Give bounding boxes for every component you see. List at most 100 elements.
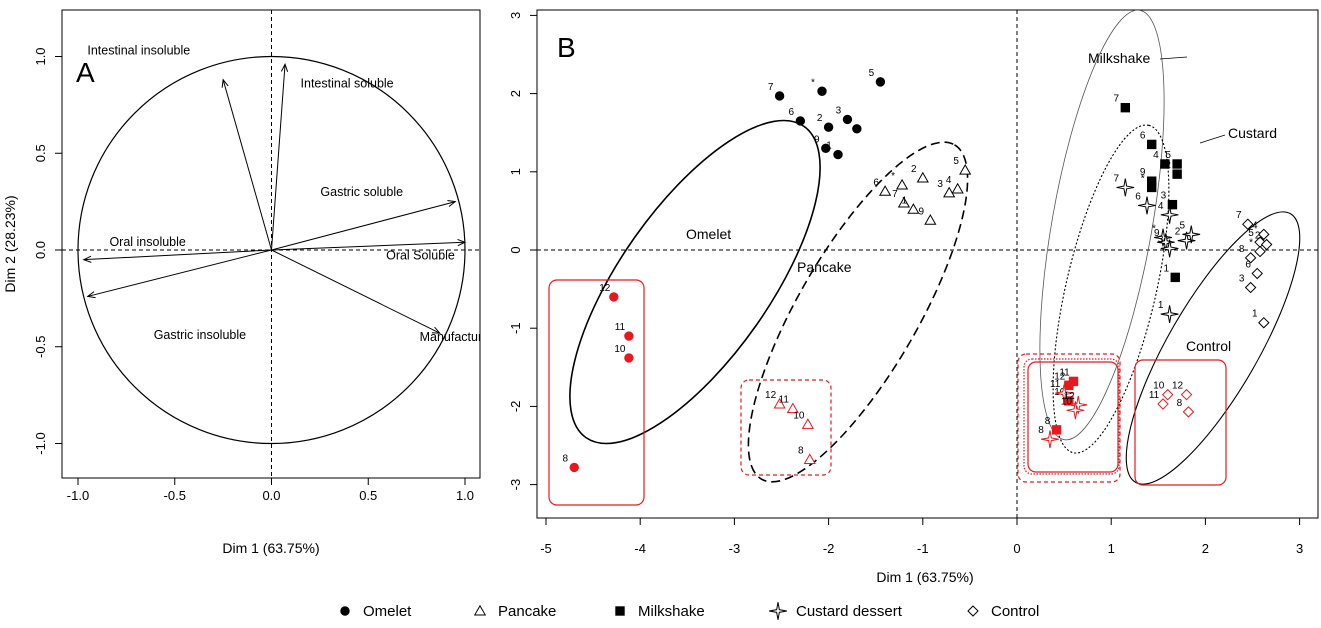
variable-label: Intestinal insoluble — [87, 44, 190, 58]
data-point — [569, 462, 579, 473]
point-label: 9 — [1140, 167, 1146, 178]
data-point — [1244, 252, 1257, 264]
panel-a: A Dim 1 (63.75%) Dim 2 (28.23%) -1.0 -0.5… — [2, 9, 499, 556]
data-point — [1147, 139, 1157, 150]
confidence-ellipse — [747, 141, 969, 483]
point-label: 1 — [1158, 300, 1164, 311]
data-point — [1251, 267, 1263, 280]
data-point — [803, 453, 816, 465]
variable-label: Manufacturing — [420, 330, 499, 344]
data-point — [1172, 159, 1182, 169]
point-label: 8 — [1038, 425, 1044, 436]
data-point — [1157, 398, 1169, 410]
data-point — [1051, 425, 1062, 435]
group-label: Pancake — [797, 259, 852, 275]
legend-label: Pancake — [498, 603, 556, 620]
panel-b-frame — [536, 9, 1319, 519]
point-label: 1 — [826, 141, 832, 152]
point-label: 9 — [1154, 228, 1160, 239]
panel-a-plot-area: Intestinal insoluble Intestinal soluble Ga… — [62, 10, 499, 478]
arrow-head-icon — [280, 62, 289, 72]
data-point — [951, 182, 964, 194]
x-tick-label: 3 — [1296, 541, 1303, 556]
data-point — [1242, 218, 1254, 230]
highlight-box — [1027, 361, 1119, 473]
point-label: 4 — [1252, 220, 1258, 231]
data-point — [959, 163, 972, 175]
point-label: * — [811, 77, 815, 88]
legend-label: Control — [991, 603, 1039, 620]
point-label: 2 — [817, 113, 823, 124]
y-tick-label: 1 — [508, 168, 523, 175]
point-label: 7 — [892, 189, 898, 200]
x-tick-label: -3 — [729, 541, 741, 556]
data-point — [801, 418, 814, 429]
data-point — [879, 185, 892, 196]
loading-arrow — [87, 249, 272, 297]
loading-arrow — [271, 64, 286, 251]
data-point — [1041, 430, 1059, 449]
panel-a-label: A — [76, 57, 95, 88]
point-label: 1 — [1252, 309, 1258, 320]
point-label: 4 — [1158, 201, 1164, 212]
data-point — [821, 143, 831, 154]
correlation-circle — [77, 55, 466, 445]
data-point — [1172, 169, 1182, 179]
point-label: 10 — [793, 410, 805, 421]
data-point — [924, 214, 937, 225]
point-label: 8 — [798, 446, 804, 457]
point-label: 6 — [1135, 191, 1141, 202]
data-point — [1066, 401, 1085, 420]
point-label: 12 — [599, 283, 611, 294]
point-label: 10 — [1061, 396, 1073, 407]
x-tick-label: 1.0 — [456, 488, 474, 503]
point-label: 9 — [814, 134, 820, 145]
point-label: 8 — [1045, 416, 1051, 427]
point-label: 4 — [946, 175, 952, 186]
legend-marker — [473, 604, 487, 616]
x-tick-label: -4 — [634, 541, 646, 556]
data-point — [774, 91, 785, 101]
x-tick-label: -2 — [823, 541, 835, 556]
confidence-ellipse — [1125, 211, 1301, 485]
point-label: 2 — [1175, 227, 1181, 238]
point-label: 7 — [1114, 173, 1120, 184]
panel-b: B Dim 1 (63.75%) -5 -4 -3 -2 -1 0 1 2 3 -3-2-101… — [508, 9, 1319, 585]
x-tick-label: 0.5 — [359, 488, 377, 503]
point-label: 2 — [911, 164, 917, 175]
point-label: 5 — [953, 156, 959, 167]
data-point — [907, 203, 920, 214]
arrow-head-icon — [82, 255, 92, 263]
arrow-head-icon — [457, 238, 467, 247]
legend: Omelet Pancake Milkshake Custard dessert Con… — [340, 602, 1039, 620]
x-tick-label: 2 — [1202, 541, 1209, 556]
panel-b-label: B — [557, 32, 576, 63]
point-label: 3 — [937, 179, 943, 190]
x-tick-label: 0.0 — [262, 488, 280, 503]
highlight-box — [1134, 359, 1227, 486]
data-point — [773, 397, 786, 409]
group-label: Omelet — [686, 226, 731, 242]
panel-a-y-title: Dim 2 (28.23%) — [2, 195, 18, 292]
point-label: 11 — [1149, 390, 1160, 401]
highlight-box — [740, 379, 832, 476]
point-label: 3 — [1239, 274, 1245, 285]
arrow-head-icon — [221, 78, 229, 88]
y-tick-label: -1 — [508, 322, 523, 334]
point-label: * — [1249, 238, 1253, 249]
legend-marker — [615, 606, 625, 616]
arrow-head-icon — [447, 199, 457, 207]
data-point — [943, 186, 956, 198]
point-label: 5 — [1248, 228, 1254, 239]
data-point — [1182, 225, 1201, 244]
point-label: 3 — [836, 105, 842, 116]
data-point — [1160, 205, 1179, 224]
x-tick-label: 0 — [1013, 541, 1020, 556]
arrow-head-icon — [86, 291, 96, 299]
data-point — [1116, 178, 1135, 197]
point-label: 7 — [768, 82, 774, 93]
data-point — [1260, 238, 1273, 251]
panel-b-y-axis: -3 -2 -1 0 1 2 3 — [508, 12, 537, 490]
panel-b-x-title: Dim 1 (63.75%) — [876, 569, 973, 585]
